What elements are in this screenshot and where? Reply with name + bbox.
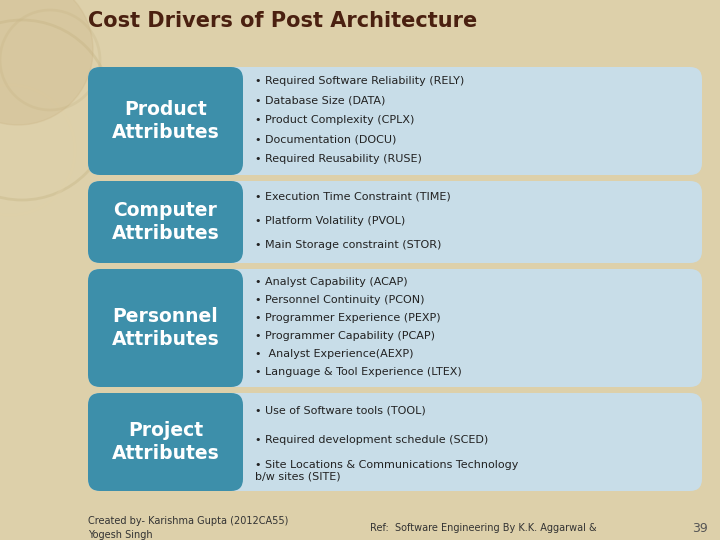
Text: • Language & Tool Experience (LTEX): • Language & Tool Experience (LTEX) <box>255 367 462 377</box>
Circle shape <box>0 0 93 125</box>
Text: • Platform Volatility (PVOL): • Platform Volatility (PVOL) <box>255 216 405 226</box>
FancyBboxPatch shape <box>88 269 702 387</box>
Text: • Required Reusability (RUSE): • Required Reusability (RUSE) <box>255 154 422 164</box>
FancyBboxPatch shape <box>88 269 243 387</box>
FancyBboxPatch shape <box>88 181 702 263</box>
Text: • Execution Time Constraint (TIME): • Execution Time Constraint (TIME) <box>255 191 451 201</box>
Text: Created by- Karishma Gupta (2012CA55)
Yogesh Singh: Created by- Karishma Gupta (2012CA55) Yo… <box>88 516 289 540</box>
FancyBboxPatch shape <box>88 393 243 491</box>
FancyBboxPatch shape <box>88 67 243 175</box>
Text: • Programmer Experience (PEXP): • Programmer Experience (PEXP) <box>255 313 441 323</box>
Text: • Documentation (DOCU): • Documentation (DOCU) <box>255 134 397 145</box>
Text: 39: 39 <box>692 522 708 535</box>
Text: Ref:  Software Engineering By K.K. Aggarwal &: Ref: Software Engineering By K.K. Aggarw… <box>370 523 597 533</box>
Text: • Main Storage constraint (STOR): • Main Storage constraint (STOR) <box>255 240 441 250</box>
Text: • Product Complexity (CPLX): • Product Complexity (CPLX) <box>255 115 415 125</box>
FancyBboxPatch shape <box>88 67 702 175</box>
Text: • Database Size (DATA): • Database Size (DATA) <box>255 96 385 105</box>
Text: Personnel
Attributes: Personnel Attributes <box>112 307 220 349</box>
Text: • Analyst Capability (ACAP): • Analyst Capability (ACAP) <box>255 278 408 287</box>
FancyBboxPatch shape <box>88 181 243 263</box>
Text: • Personnel Continuity (PCON): • Personnel Continuity (PCON) <box>255 295 425 305</box>
Text: Cost Drivers of Post Architecture: Cost Drivers of Post Architecture <box>88 11 477 31</box>
Text: Computer
Attributes: Computer Attributes <box>112 201 220 243</box>
Text: • Use of Software tools (TOOL): • Use of Software tools (TOOL) <box>255 405 426 415</box>
Text: • Required Software Reliability (RELY): • Required Software Reliability (RELY) <box>255 76 464 86</box>
Text: Product
Attributes: Product Attributes <box>112 100 220 142</box>
Text: Project
Attributes: Project Attributes <box>112 421 220 463</box>
Text: • Programmer Capability (PCAP): • Programmer Capability (PCAP) <box>255 331 435 341</box>
Text: •  Analyst Experience(AEXP): • Analyst Experience(AEXP) <box>255 349 413 359</box>
Text: • Required development schedule (SCED): • Required development schedule (SCED) <box>255 435 488 445</box>
Text: • Site Locations & Communications Technology
b/w sites (SITE): • Site Locations & Communications Techno… <box>255 460 518 482</box>
FancyBboxPatch shape <box>88 393 702 491</box>
